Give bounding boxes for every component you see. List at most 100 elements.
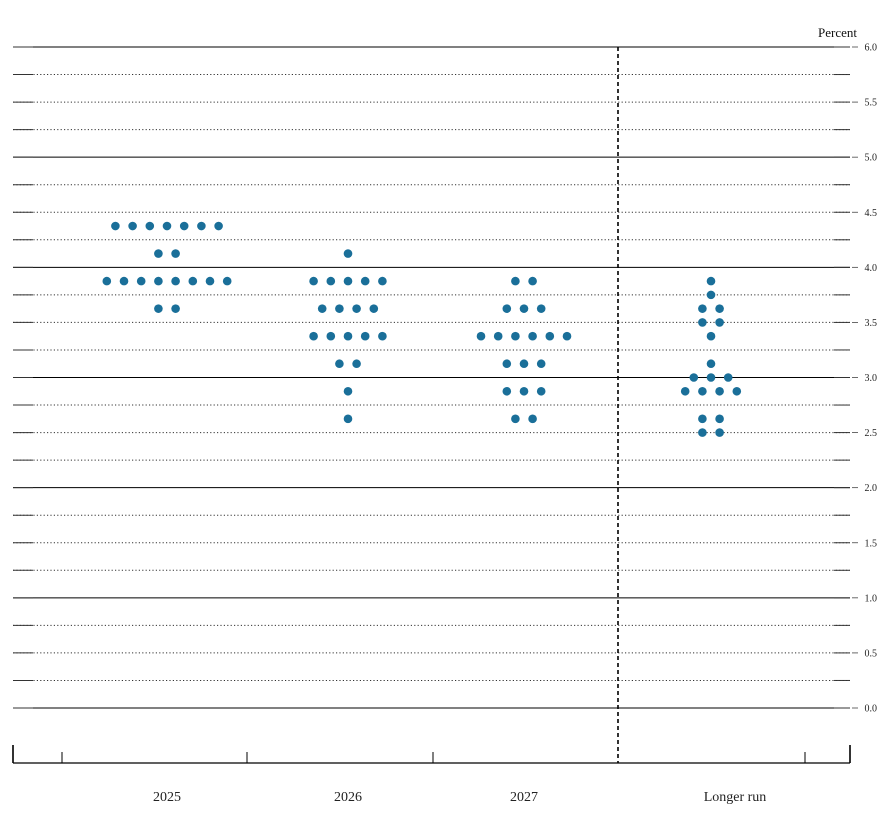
- dot-point: [222, 276, 232, 286]
- y-tick-label: 6.0: [865, 43, 878, 54]
- y-tick-label: 3.5: [865, 318, 878, 329]
- dot-point: [352, 304, 361, 313]
- dot-point: [171, 249, 180, 258]
- y-tick-label: 1.5: [865, 538, 878, 549]
- dot-point: [343, 249, 353, 258]
- dot-point: [715, 414, 724, 424]
- dot-point: [536, 304, 546, 313]
- y-tick-label: 0.5: [865, 648, 878, 659]
- data-points: [102, 221, 742, 437]
- dot-point: [698, 428, 707, 437]
- dot-point: [205, 276, 215, 286]
- dot-point: [102, 276, 112, 286]
- y-tick-label: 4.0: [865, 263, 878, 274]
- dot-point: [502, 304, 512, 313]
- dot-point: [706, 290, 716, 300]
- x-category-label: 2027: [510, 790, 538, 805]
- dot-point: [706, 276, 716, 286]
- x-category-label: Longer run: [704, 790, 767, 805]
- dot-point: [732, 386, 742, 396]
- dot-point: [317, 304, 327, 313]
- dot-point: [369, 304, 379, 313]
- dot-point: [343, 414, 353, 424]
- dot-point: [511, 331, 520, 341]
- dot-point: [309, 331, 318, 341]
- dot-point: [519, 386, 529, 396]
- dot-point: [715, 386, 724, 396]
- dot-point: [511, 414, 520, 424]
- dot-point: [360, 331, 370, 341]
- dot-point: [197, 221, 206, 231]
- y-tick-label: 5.5: [865, 98, 878, 109]
- dot-point: [352, 359, 361, 369]
- dot-point: [715, 318, 724, 327]
- dot-point: [326, 276, 336, 286]
- x-category-label: 2025: [153, 790, 181, 805]
- dot-point: [335, 359, 344, 369]
- dot-point: [360, 276, 370, 286]
- dot-point: [698, 304, 707, 313]
- dot-point: [343, 386, 353, 396]
- dot-point: [136, 276, 146, 286]
- dot-point: [715, 428, 724, 437]
- dot-point: [335, 304, 344, 313]
- y-unit-label: Percent: [818, 25, 857, 40]
- dot-point: [519, 304, 529, 313]
- axes: [12, 46, 858, 764]
- dot-point: [706, 331, 716, 341]
- dot-point: [502, 359, 512, 369]
- dot-point: [536, 359, 546, 369]
- dot-point: [706, 359, 716, 369]
- dot-point: [511, 276, 520, 286]
- dot-point: [378, 276, 387, 286]
- dot-point: [162, 221, 172, 231]
- dot-point: [343, 276, 353, 286]
- dot-point: [528, 276, 537, 286]
- dot-point: [519, 359, 529, 369]
- dot-point: [326, 331, 336, 341]
- dot-point: [689, 373, 699, 382]
- dot-point: [706, 373, 716, 382]
- dot-point: [493, 331, 503, 341]
- dot-point: [343, 331, 353, 341]
- y-tick-label: 4.5: [865, 208, 878, 219]
- dot-point: [378, 331, 387, 341]
- dot-point: [145, 221, 155, 231]
- y-tick-label: 2.0: [865, 483, 878, 494]
- dot-point: [698, 414, 707, 424]
- dot-point: [680, 386, 690, 396]
- dot-point: [154, 249, 163, 258]
- dot-point: [119, 276, 129, 286]
- y-tick-label: 5.0: [865, 153, 878, 164]
- dot-point: [562, 331, 572, 341]
- dot-point: [698, 386, 707, 396]
- dot-point: [171, 304, 180, 313]
- dot-point: [715, 304, 724, 313]
- tick-labels: Percent 0.0 0.5 1.0 1.5 2.0 2.5 3.0 3.5 4.0 4.5 5.…: [153, 25, 877, 805]
- dot-point: [536, 386, 546, 396]
- y-tick-label: 1.0: [865, 593, 878, 604]
- y-tick-label: 2.5: [865, 428, 878, 439]
- dot-point: [128, 221, 137, 231]
- dot-point: [476, 331, 486, 341]
- dot-point: [723, 373, 733, 382]
- dot-point: [309, 276, 318, 286]
- dot-point: [154, 276, 163, 286]
- dot-point: [502, 386, 512, 396]
- dot-point: [545, 331, 555, 341]
- dot-point: [154, 304, 163, 313]
- dot-point: [179, 221, 189, 231]
- dot-point: [528, 414, 537, 424]
- dot-point: [698, 318, 707, 327]
- dot-point: [171, 276, 180, 286]
- dot-point: [528, 331, 537, 341]
- y-tick-label: 3.0: [865, 373, 878, 384]
- x-category-label: 2026: [334, 790, 362, 805]
- y-tick-label: 0.0: [865, 704, 878, 715]
- dot-point: [214, 221, 223, 231]
- grid-lines: [13, 46, 850, 709]
- dot-point: [111, 221, 120, 231]
- dot-point: [188, 276, 198, 286]
